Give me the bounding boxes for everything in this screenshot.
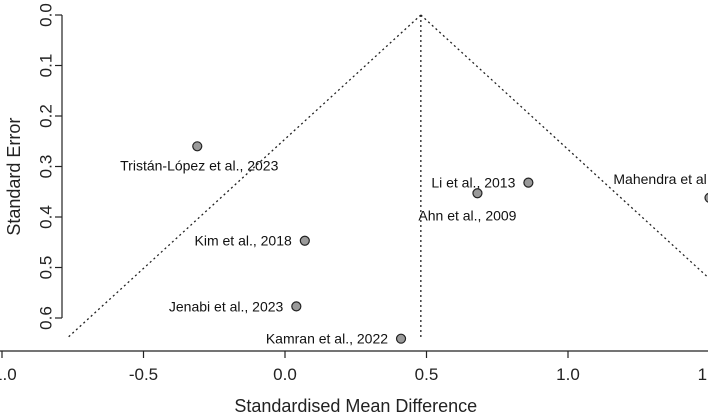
study-point bbox=[523, 177, 534, 188]
study-label: Kim et al., 2018 bbox=[195, 233, 292, 249]
study-point bbox=[192, 141, 203, 152]
study-label: Tristán-López et al., 2023 bbox=[120, 157, 278, 173]
study-label: Jenabi et al., 2023 bbox=[169, 298, 284, 314]
study-label: Li et al., 2013 bbox=[431, 175, 515, 191]
study-label: Ahn et al., 2009 bbox=[418, 207, 516, 223]
study-label: Mahendra et al., 2022 bbox=[613, 171, 708, 187]
x-tick-label: 0.0 bbox=[273, 365, 297, 384]
study-point bbox=[704, 192, 708, 203]
funnel-left-line bbox=[66, 14, 422, 339]
plot-area: -1.5-1.0-0.50.00.51.01.52.00.00.10.20.30… bbox=[0, 3, 708, 384]
x-tick-label: 1.5 bbox=[698, 365, 708, 384]
x-tick-label: -0.5 bbox=[129, 365, 158, 384]
y-tick-label: 0.6 bbox=[37, 306, 56, 330]
y-tick-label: 0.1 bbox=[37, 54, 56, 78]
y-axis-title: Standard Error bbox=[4, 118, 24, 236]
study-point bbox=[472, 188, 483, 199]
x-tick-label: 0.5 bbox=[415, 365, 439, 384]
x-tick-label: -1.0 bbox=[0, 365, 17, 384]
study-point bbox=[291, 301, 302, 312]
y-tick-label: 0.4 bbox=[37, 205, 56, 229]
study-point bbox=[395, 333, 407, 344]
x-tick-label: 1.0 bbox=[556, 365, 580, 384]
y-tick-label: 0.0 bbox=[37, 3, 56, 27]
y-tick-label: 0.3 bbox=[37, 155, 56, 179]
x-axis-title: Standardised Mean Difference bbox=[234, 396, 477, 416]
study-label: Kamran et al., 2022 bbox=[266, 331, 388, 347]
y-tick-label: 0.2 bbox=[37, 104, 56, 128]
study-point bbox=[299, 235, 310, 246]
y-tick-label: 0.5 bbox=[37, 256, 56, 280]
